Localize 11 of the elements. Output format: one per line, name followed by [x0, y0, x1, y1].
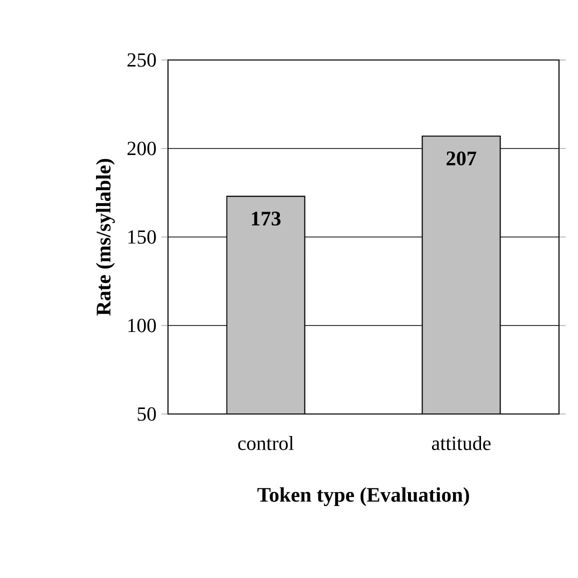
- y-tick-label: 50: [138, 407, 156, 421]
- y-axis-title: Rate (ms/syllable): [96, 158, 115, 316]
- x-tick-label: control: [238, 436, 294, 450]
- y-tick-label: 200: [128, 142, 156, 156]
- data-label: 173: [252, 212, 281, 226]
- y-tick-label: 100: [128, 318, 156, 332]
- x-axis-title: Token type (Evaluation): [257, 487, 470, 506]
- y-tick-label: 150: [128, 230, 156, 244]
- data-label: 207: [446, 151, 476, 166]
- x-tick-label: attitude: [432, 436, 491, 450]
- y-tick-label: 250: [128, 53, 156, 67]
